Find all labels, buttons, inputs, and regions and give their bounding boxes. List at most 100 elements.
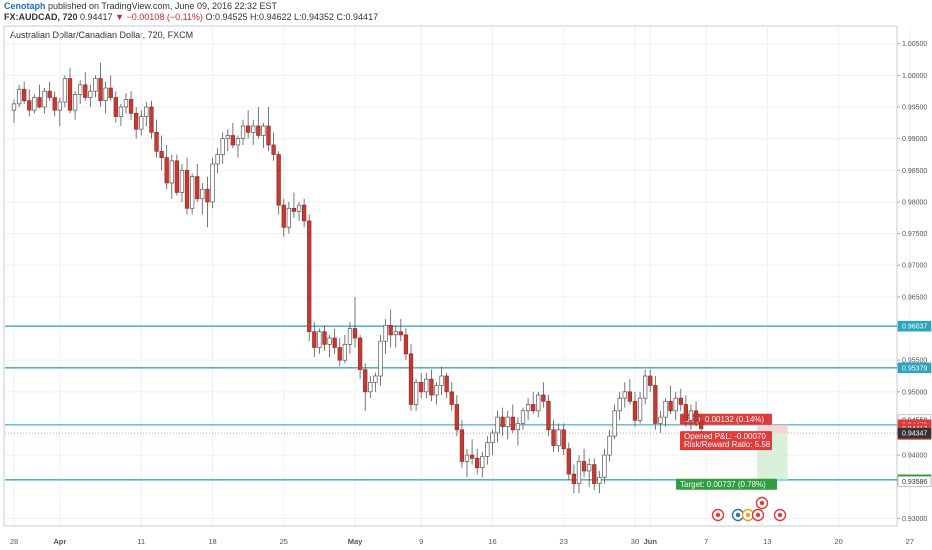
candle xyxy=(245,110,251,139)
candle-body xyxy=(352,328,358,339)
candle xyxy=(291,192,297,218)
candle-body xyxy=(393,331,398,336)
author-link[interactable]: Cenotaph xyxy=(4,1,46,11)
candle-body xyxy=(658,416,663,424)
candle-body xyxy=(693,410,699,422)
candle-body xyxy=(531,404,536,412)
candle xyxy=(123,93,129,114)
xtick-label: 23 xyxy=(560,537,568,546)
candle xyxy=(531,391,536,414)
candle-body xyxy=(276,154,281,206)
candle-body xyxy=(612,410,617,437)
xtick-label: 7 xyxy=(704,537,708,546)
price-tag: 0.96037 xyxy=(897,320,932,332)
candle-body xyxy=(16,88,22,105)
candle-body xyxy=(398,331,403,336)
candle-body xyxy=(144,106,149,117)
candle xyxy=(454,394,459,437)
candle-body xyxy=(103,87,108,102)
candle xyxy=(693,401,699,427)
candle xyxy=(520,407,526,430)
candle xyxy=(556,423,561,452)
candle xyxy=(235,135,241,158)
ytick-label: 0.95500 xyxy=(902,358,927,365)
candle xyxy=(663,398,668,427)
xtick-label: Apr xyxy=(53,537,66,546)
target-label-bg xyxy=(676,478,777,490)
candle-body xyxy=(240,125,246,140)
candle xyxy=(607,429,612,462)
xtick-label: Jun xyxy=(644,537,658,546)
candle xyxy=(546,394,551,437)
candle xyxy=(200,182,205,215)
candle xyxy=(678,388,683,411)
candle-body xyxy=(469,454,475,459)
candle-body xyxy=(52,97,57,111)
candle-body xyxy=(332,337,337,348)
event-dot xyxy=(735,512,741,518)
candlesticks xyxy=(11,62,704,494)
candle-body xyxy=(67,78,73,111)
candle-body xyxy=(296,204,302,212)
candle-body xyxy=(225,135,230,140)
candle xyxy=(612,404,617,440)
candle xyxy=(220,132,225,164)
candle-body xyxy=(312,331,317,348)
candle-body xyxy=(373,375,378,383)
candle-body xyxy=(37,97,42,108)
candle-body xyxy=(368,381,373,393)
candle-body xyxy=(32,97,37,111)
candle xyxy=(413,379,419,411)
candle xyxy=(281,198,286,237)
time-axis[interactable]: 28 Apr 11 18 25 May 9 16 23 30 Jun 7 13 20 27 xyxy=(4,525,914,546)
candle-body xyxy=(42,90,47,108)
candle-body xyxy=(322,331,327,345)
economic-event-icon xyxy=(751,508,765,526)
candle-body xyxy=(541,394,546,402)
candle xyxy=(469,439,475,465)
price-axis[interactable]: 1.00500 1.00000 0.99500 0.99000 0.98500 0.980… xyxy=(897,41,927,523)
xtick-label: 25 xyxy=(280,537,288,546)
candle xyxy=(403,328,409,361)
candle-body xyxy=(62,78,68,103)
candle xyxy=(113,91,118,123)
candle xyxy=(67,67,73,114)
candle-body xyxy=(200,188,205,200)
candle xyxy=(602,448,607,484)
candle xyxy=(108,75,113,101)
published-text: published on TradingView.com, June 09, 2… xyxy=(48,1,278,11)
ytick-label: 1.00000 xyxy=(902,73,927,80)
candle-body xyxy=(413,381,419,405)
candle xyxy=(398,319,403,342)
candle xyxy=(322,325,327,351)
candle-body xyxy=(47,90,52,98)
candle-body xyxy=(11,103,17,111)
candle xyxy=(230,122,236,149)
candle xyxy=(459,420,465,468)
candle-body xyxy=(587,464,592,472)
candle-body xyxy=(576,461,582,484)
candle xyxy=(464,448,470,478)
candle xyxy=(164,144,169,190)
candle xyxy=(475,448,480,475)
candle-body xyxy=(210,163,215,203)
candle-body xyxy=(78,84,83,95)
ytick-label: 0.93000 xyxy=(902,516,927,523)
short-position-tool[interactable]: Stop: 0.00132 (0.14%) Opened P&L: -0.0007… xyxy=(676,413,788,490)
candle-body xyxy=(357,337,363,371)
xtick-label: 28 xyxy=(10,537,18,546)
candle-body xyxy=(128,99,134,114)
candle xyxy=(637,391,643,424)
candle xyxy=(622,382,627,408)
candle xyxy=(495,410,500,443)
candle-body xyxy=(83,84,88,98)
candle-body xyxy=(475,457,480,469)
candle xyxy=(347,322,353,354)
candle-body xyxy=(653,385,658,424)
candle-body xyxy=(57,101,62,111)
candle-body xyxy=(581,461,587,472)
candle xyxy=(648,369,653,392)
candle-body xyxy=(164,157,169,184)
candle xyxy=(174,154,180,196)
